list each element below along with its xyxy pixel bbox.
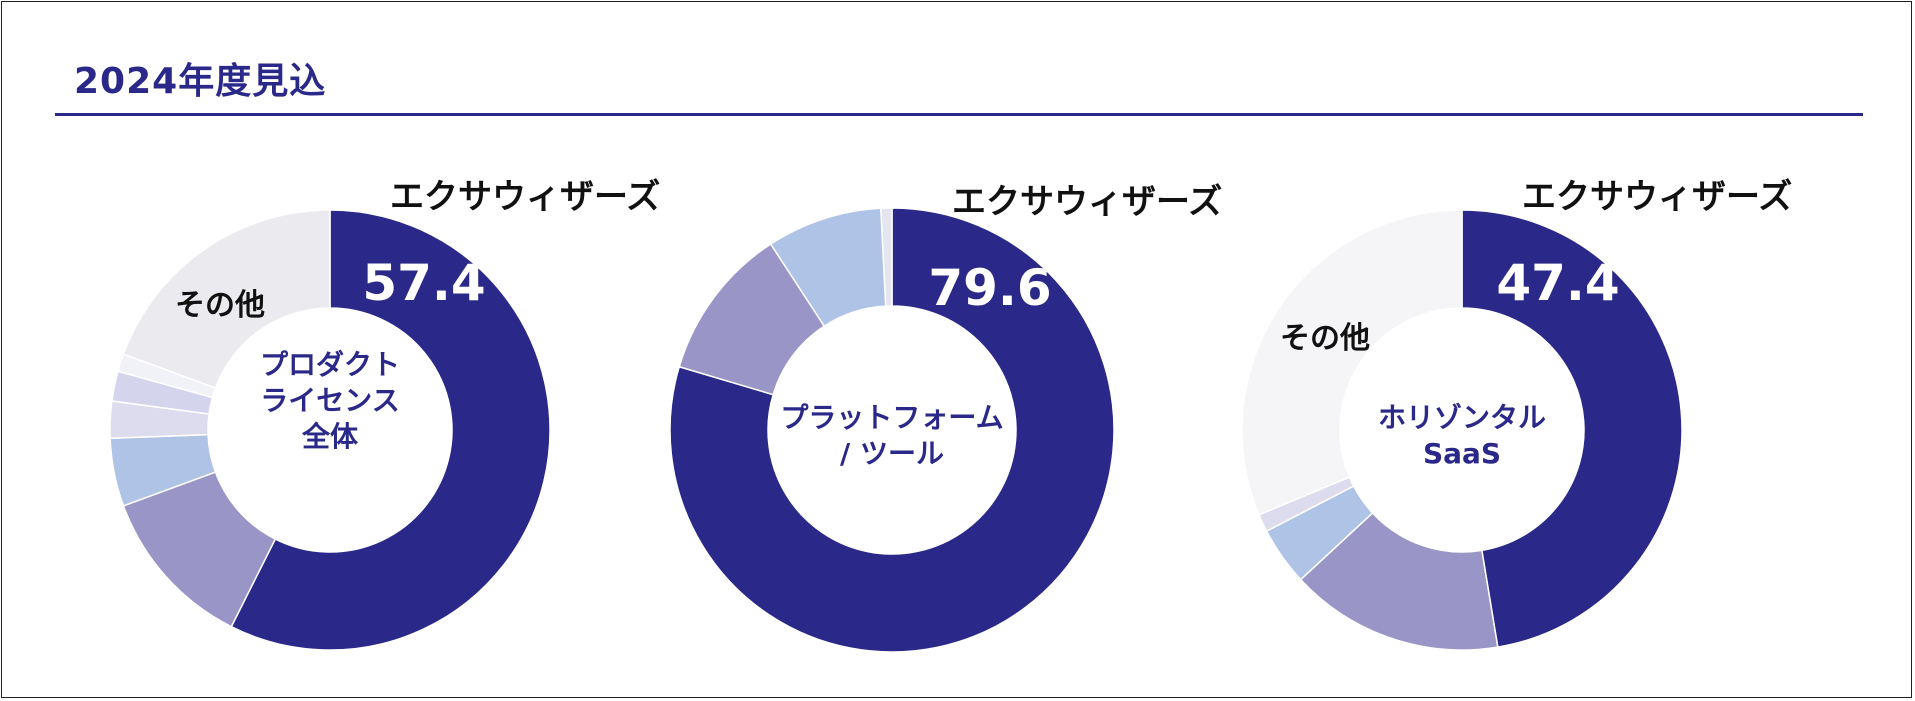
donut-slice-1-1 [230,209,551,651]
page-title: 2024年度見込 [74,61,327,102]
title-divider [55,113,1863,116]
leader-name-label: エクサウィザーズ [952,182,1222,222]
leader-name-label: エクサウィザーズ [390,177,660,217]
donut-slice-3-5 [1241,209,1463,516]
leader-value-label: 79.6 [928,259,1051,317]
center-label-line: SaaS [1423,437,1501,470]
leader-value-label: 57.4 [362,254,485,312]
donut-slice-3-1 [1461,209,1683,648]
center-label-line: プロダクト [260,348,400,381]
center-label-line: ホリゾンタル [1378,401,1546,434]
other-label: その他 [175,288,265,323]
leader-name-label: エクサウィザーズ [1522,177,1792,217]
center-label-line: プラットフォーム [780,401,1003,434]
leader-value-label: 47.4 [1496,254,1619,312]
center-label-line: ライセンス [260,384,399,417]
center-label-line: / ツール [840,437,944,470]
donut-slice-2-1 [669,207,1115,653]
donut-slice-2-4 [880,207,893,307]
donut-chart-2: エクサウィザーズ 79.6 プラットフォーム/ ツール [669,182,1222,653]
center-label-line: 全体 [301,420,359,453]
donut-slice-1-7 [122,209,331,389]
other-label: その他 [1280,321,1370,356]
